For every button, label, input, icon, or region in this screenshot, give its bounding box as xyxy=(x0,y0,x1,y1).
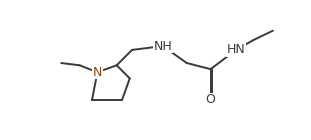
Text: N: N xyxy=(93,66,102,79)
Text: NH: NH xyxy=(153,40,172,52)
Text: O: O xyxy=(206,94,216,106)
Text: HN: HN xyxy=(227,43,245,56)
